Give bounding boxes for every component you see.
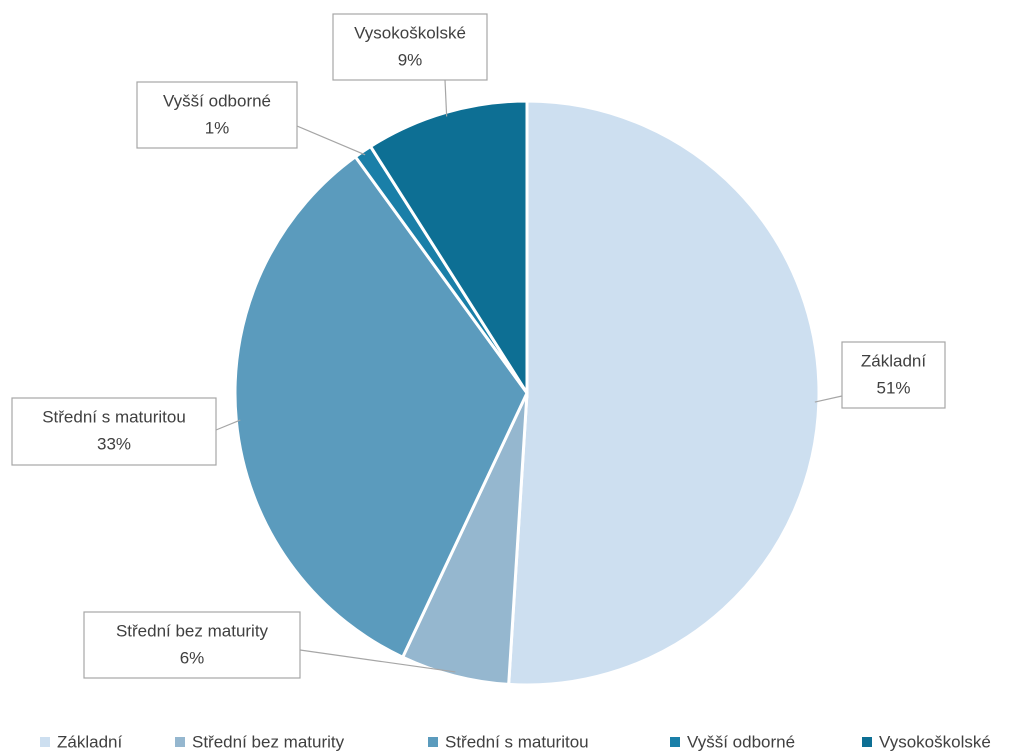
leader-line	[215, 419, 241, 431]
label-name: Střední s maturitou	[42, 407, 186, 426]
label-value: 51%	[876, 378, 910, 397]
legend-label: Vyšší odborné	[687, 732, 795, 751]
label-box	[83, 611, 301, 679]
legend-marker	[670, 737, 680, 747]
label-box	[332, 13, 488, 81]
label-name: Základní	[861, 351, 926, 370]
legend-label: Základní	[57, 732, 122, 751]
legend-label: Střední bez maturity	[192, 732, 345, 751]
label-box	[11, 397, 217, 466]
pie-slice	[233, 154, 529, 660]
leader-line	[444, 79, 448, 117]
leader-line	[296, 125, 366, 156]
legend-label: Střední s maturitou	[445, 732, 589, 751]
label-name: Vyšší odborné	[163, 91, 271, 110]
leader-line	[814, 395, 843, 403]
label-name: Vysokoškolské	[354, 23, 466, 42]
legend-label: Vysokoškolské	[879, 732, 991, 751]
label-value: 6%	[180, 648, 205, 667]
label-value: 33%	[97, 434, 131, 453]
label-value: 9%	[398, 50, 423, 69]
legend-marker	[40, 737, 50, 747]
label-value: 1%	[205, 118, 230, 137]
leader-line	[299, 649, 456, 673]
legend-marker	[428, 737, 438, 747]
legend-marker	[175, 737, 185, 747]
label-box	[841, 341, 946, 409]
label-name: Střední bez maturity	[116, 621, 269, 640]
legend-marker	[862, 737, 872, 747]
label-box	[136, 81, 298, 149]
pie-slice	[368, 99, 529, 399]
pie-slice	[507, 99, 821, 687]
